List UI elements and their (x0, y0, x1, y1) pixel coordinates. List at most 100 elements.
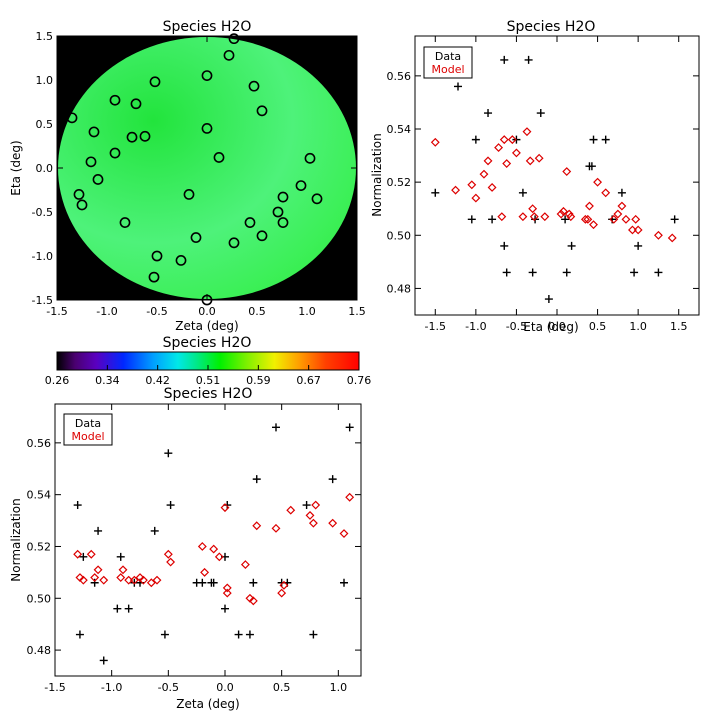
eta-scatter-model-point (494, 143, 504, 153)
zeta-scatter-model-point (90, 573, 100, 583)
sky-map-point (149, 76, 161, 88)
zeta-scatter-data-point (94, 526, 103, 535)
eta-scatter-model-point (487, 183, 497, 192)
sky-map-point (85, 156, 97, 168)
zeta-scatter-model-point (252, 521, 262, 531)
sky-map-xtick-label: -1.5 (46, 305, 67, 318)
eta-scatter-data-point (500, 241, 509, 250)
eta-scatter-data-point (431, 188, 440, 197)
colorbar-tick-label: 0.26 (45, 374, 70, 387)
zeta-scatter-model-point (305, 510, 315, 520)
zeta-scatter-model-point (240, 560, 250, 570)
eta-scatter-model-point (522, 127, 532, 137)
sky-map-point (277, 191, 289, 203)
eta-scatter-xtick-label: 1.5 (670, 320, 688, 333)
zeta-scatter-data-point (309, 630, 318, 639)
zeta-scatter-model-point (345, 492, 355, 502)
sky-map-point (256, 230, 268, 242)
sky-map-ytick-label: 0.5 (36, 118, 54, 131)
sky-map-ytick-label: -1.5 (32, 294, 53, 307)
eta-scatter-ylabel: Normalization (370, 133, 384, 216)
zeta-scatter-model-point (146, 578, 156, 588)
zeta-scatter-ytick-label: 0.54 (27, 489, 52, 502)
zeta-scatter-data-point (249, 578, 258, 587)
eta-scatter-model-point (566, 212, 576, 222)
eta-scatter-data-point (500, 55, 509, 64)
sky-map-panel: Species H2O -1.5 -1.0 -0.5 0.0 0.5 1.0 1.5-1.5… (9, 19, 366, 333)
eta-scatter-data-point (670, 215, 679, 224)
zeta-scatter-data-point (234, 630, 243, 639)
sky-map-point (148, 271, 160, 283)
eta-scatter-model-point (585, 201, 594, 211)
eta-scatter-model-point (497, 212, 507, 222)
zeta-scatter-data-point (150, 526, 159, 535)
zeta-scatter-model-point (124, 575, 134, 585)
eta-scatter-data-point (567, 241, 576, 250)
eta-scatter-model-point (583, 214, 593, 224)
eta-scatter-data-point (502, 268, 511, 277)
eta-scatter-model-point (518, 212, 528, 222)
eta-scatter-model-point (633, 225, 643, 235)
sky-map-point (139, 130, 151, 142)
eta-scatter-data-point (544, 295, 553, 304)
eta-scatter-data-point (617, 188, 626, 197)
sky-map-point (76, 199, 88, 211)
zeta-scatter-model-point (311, 500, 321, 510)
eta-scatter-data-point (528, 268, 537, 277)
zeta-scatter-background (55, 404, 361, 676)
zeta-scatter-model-point (214, 552, 224, 562)
zeta-scatter-model-point (220, 503, 230, 513)
sky-map-point (201, 70, 213, 81)
zeta-scatter-ticks: -1.5 -1.0 -0.5 0.0 0.5 1.0 0.48 0.50 0.52 0.54 0.5… (27, 404, 361, 694)
zeta-scatter-data-point (221, 604, 229, 613)
zeta-scatter-data-point (116, 552, 125, 561)
eta-scatter-xtick-label: -1.5 (425, 320, 446, 333)
zeta-scatter-model-point (328, 518, 338, 528)
zeta-scatter-data-point (302, 501, 311, 510)
eta-scatter-model-point (528, 204, 538, 214)
sky-map-point (73, 188, 85, 200)
eta-scatter-data-point (518, 188, 527, 197)
sky-map-point (244, 217, 256, 228)
zeta-scatter-model-point (308, 518, 318, 528)
zeta-scatter-model-point (277, 588, 287, 598)
eta-scatter-ytick-label: 0.52 (387, 176, 412, 189)
zeta-scatter-data-point (340, 578, 348, 587)
sky-map-point (109, 147, 121, 159)
eta-scatter-data-point (467, 215, 476, 224)
zeta-scatter-data-point (209, 578, 218, 587)
zeta-scatter-xtick-label: 0.0 (216, 681, 234, 694)
sky-map-point (304, 152, 316, 164)
eta-scatter-model-point (564, 209, 574, 219)
zeta-scatter-xtick-label: -1.5 (44, 681, 65, 694)
colorbar-ticks: 0.26 0.34 0.42 0.51 0.59 0.67 0.76 (45, 365, 372, 387)
colorbar-tick-label: 0.76 (347, 374, 372, 387)
sky-map-ticks: -1.5 -1.0 -0.5 0.0 0.5 1.0 1.5 -1.5 -1.0 -0.5 0.0 0… (32, 30, 366, 318)
sky-map-point (190, 232, 202, 243)
zeta-scatter-model-point (116, 573, 126, 583)
zeta-scatter-xlabel: Zeta (deg) (176, 697, 239, 711)
zeta-scatter-model-point (271, 523, 281, 533)
zeta-scatter-data-point (166, 501, 175, 510)
zeta-scatter-title: Species H2O (164, 386, 253, 402)
eta-scatter-data-point (630, 268, 639, 277)
zeta-scatter-data-point (345, 423, 354, 432)
sky-map-point (201, 122, 213, 134)
zeta-scatter-model-point (152, 575, 162, 585)
zeta-scatter-legend: Data Model (63, 413, 113, 446)
eta-scatter-legend-box (423, 46, 473, 79)
colorbar-tick-label: 0.67 (296, 374, 321, 387)
eta-scatter-xtick-label: 0.5 (589, 320, 607, 333)
eta-scatter-data-point (587, 162, 596, 171)
zeta-scatter-data-point (79, 552, 88, 561)
sky-map-xtick-label: -0.5 (146, 305, 167, 318)
eta-scatter-panel: Species H2O -1.5 -1.0 -0.5 0.0 0.5 1.0 1.5 0.48… (370, 19, 700, 334)
sky-map-title: Species H2O (163, 19, 252, 35)
sky-map-point (183, 188, 195, 200)
eta-scatter-data-point (634, 241, 643, 250)
eta-scatter-model-point (479, 169, 489, 179)
sky-map-ytick-label: -1.0 (32, 250, 53, 263)
sky-map-points (66, 33, 323, 306)
colorbar-tick-label: 0.34 (95, 374, 120, 387)
eta-scatter-model-point (667, 233, 677, 243)
